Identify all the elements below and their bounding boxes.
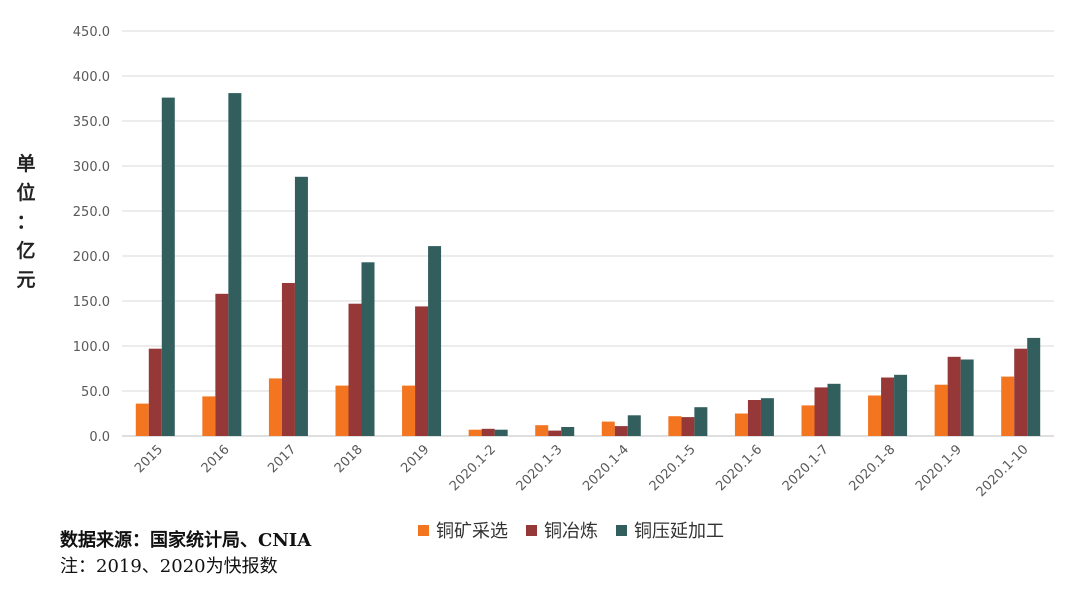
bar-2016-铜矿采选 [202, 396, 216, 436]
bar-2020.1-10-铜冶炼 [1014, 348, 1028, 436]
legend-label: 铜压延加工 [634, 521, 724, 542]
bar-2020.1-8-铜压延加工 [894, 374, 908, 436]
x-tick-label: 2020.1-2 [447, 442, 499, 494]
footnote: 注：2019、2020为快报数 [60, 556, 278, 577]
y-tick-label: 100.0 [73, 340, 110, 355]
x-tick-label: 2020.1-9 [913, 442, 965, 494]
bar-2015-铜冶炼 [148, 348, 162, 436]
bar-2020.1-6-铜压延加工 [760, 398, 774, 436]
bar-2016-铜压延加工 [228, 93, 242, 436]
bar-2020.1-5-铜压延加工 [694, 407, 708, 436]
bar-2018-铜矿采选 [335, 385, 349, 436]
x-axis-ticks: 2015 2016 2017 2018 2019 2020.1-2 2020.1-3 2020… [132, 442, 1031, 500]
y-tick-label: 50.0 [81, 385, 110, 400]
bar-2020.1-9-铜压延加工 [960, 359, 974, 436]
bar-2019-铜冶炼 [415, 306, 429, 436]
x-tick-label: 2020.1-5 [647, 442, 699, 494]
bar-2020.1-7-铜压延加工 [827, 383, 841, 436]
x-tick-label: 2020.1-3 [514, 442, 566, 494]
bar-2020.1-10-铜矿采选 [1001, 376, 1015, 436]
legend-item-copper-rolling: 铜压延加工 [616, 517, 724, 543]
legend-item-copper-mining: 铜矿采选 [418, 517, 508, 543]
x-tick-label: 2020.1-4 [580, 442, 632, 494]
bar-2017-铜压延加工 [294, 176, 308, 437]
gridlines [122, 30, 1054, 437]
y-axis-label-char: 亿 [16, 240, 36, 262]
bar-2018-铜冶炼 [348, 303, 362, 436]
x-tick-label: 2015 [132, 442, 166, 476]
y-tick-label: 300.0 [73, 160, 110, 175]
x-tick-label: 2018 [332, 442, 366, 476]
bar-2019-铜矿采选 [402, 385, 416, 436]
data-source: 数据来源：国家统计局、CNIA [60, 530, 312, 551]
bar-2020.1-2-铜压延加工 [494, 429, 508, 436]
legend-item-copper-smelting: 铜冶炼 [526, 517, 598, 543]
y-tick-label: 0.0 [89, 430, 110, 445]
bar-2016-铜冶炼 [215, 293, 229, 436]
bar-2020.1-4-铜压延加工 [627, 415, 641, 436]
bar-2018-铜压延加工 [361, 262, 375, 436]
bar-2020.1-9-铜冶炼 [947, 356, 961, 436]
bar-2019-铜压延加工 [428, 246, 442, 436]
y-tick-label: 450.0 [73, 25, 110, 40]
legend-label: 铜冶炼 [544, 521, 598, 542]
bar-2020.1-10-铜压延加工 [1027, 337, 1041, 436]
bar-2020.1-3-铜矿采选 [535, 425, 549, 436]
bar-2020.1-3-铜冶炼 [548, 430, 562, 436]
y-tick-label: 200.0 [73, 250, 110, 265]
bar-2020.1-8-铜冶炼 [881, 377, 895, 436]
bar-2015-铜矿采选 [135, 403, 149, 436]
legend-swatch [418, 524, 429, 536]
y-axis-label-char: 位 [16, 182, 36, 204]
bar-2020.1-9-铜矿采选 [934, 384, 948, 436]
bar-2020.1-2-铜矿采选 [468, 429, 482, 436]
legend-label: 铜矿采选 [436, 521, 508, 542]
bar-2015-铜压延加工 [161, 97, 175, 436]
bars [135, 93, 1041, 437]
bar-2017-铜矿采选 [268, 378, 282, 436]
x-tick-label: 2020.1-10 [974, 442, 1032, 500]
bar-2020.1-6-铜冶炼 [747, 400, 761, 436]
bar-2020.1-7-铜冶炼 [814, 387, 828, 436]
x-tick-label: 2017 [265, 442, 299, 476]
x-tick-label: 2019 [398, 442, 432, 476]
y-axis-ticks: 0.0 50.0 100.0 150.0 200.0 250.0 300.0 350.0 400… [73, 25, 110, 445]
bar-2020.1-6-铜矿采选 [734, 413, 748, 436]
legend-swatch [616, 524, 627, 536]
bar-2020.1-8-铜矿采选 [868, 395, 882, 436]
x-tick-label: 2020.1-7 [780, 442, 832, 494]
x-tick-label: 2016 [199, 442, 233, 476]
bar-2020.1-4-铜矿采选 [601, 421, 615, 436]
y-tick-label: 150.0 [73, 295, 110, 310]
bar-2020.1-7-铜矿采选 [801, 405, 815, 436]
y-axis-label: 单 位 ： 亿 元 [14, 150, 38, 295]
bar-2020.1-5-铜矿采选 [668, 416, 682, 436]
bar-2020.1-4-铜冶炼 [614, 426, 628, 436]
bar-2020.1-3-铜压延加工 [561, 427, 575, 436]
y-tick-label: 400.0 [73, 70, 110, 85]
legend: 铜矿采选 铜冶炼 铜压延加工 [418, 517, 742, 543]
bar-2020.1-2-铜冶炼 [481, 428, 495, 436]
bar-2017-铜冶炼 [281, 283, 295, 436]
y-tick-label: 350.0 [73, 115, 110, 130]
y-axis-label-char: 元 [16, 269, 36, 291]
y-axis-label-char: 单 [16, 153, 36, 175]
legend-swatch [526, 524, 537, 536]
y-axis-label-char: ： [16, 211, 36, 233]
bar-2020.1-5-铜冶炼 [681, 417, 695, 436]
x-tick-label: 2020.1-6 [713, 442, 765, 494]
x-tick-label: 2020.1-8 [846, 442, 898, 494]
y-tick-label: 250.0 [73, 205, 110, 220]
